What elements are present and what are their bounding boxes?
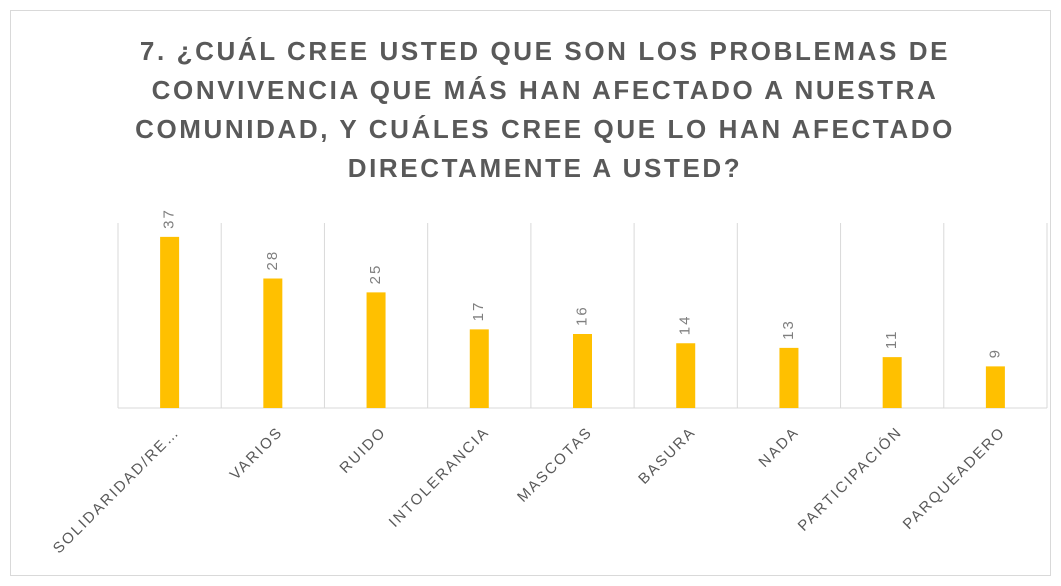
- bar: [469, 329, 489, 408]
- bar: [366, 292, 386, 408]
- bar: [779, 347, 799, 408]
- bar: [263, 278, 283, 408]
- chart-title: 7. ¿CUÁL CREE USTED QUE SON LOS PROBLEMA…: [135, 36, 955, 183]
- data-label: 14: [677, 315, 694, 336]
- data-label: 25: [367, 264, 384, 285]
- bar: [985, 366, 1005, 408]
- bar: [573, 334, 592, 408]
- bar: [882, 357, 902, 408]
- data-label: 13: [780, 319, 797, 340]
- bar: [676, 343, 696, 408]
- data-label: 28: [264, 250, 281, 271]
- data-label: 17: [470, 301, 487, 322]
- bar: [160, 236, 180, 408]
- data-label: 16: [573, 305, 590, 326]
- data-label: 37: [161, 208, 178, 229]
- data-label: 11: [883, 330, 900, 350]
- data-label: 9: [986, 348, 1003, 358]
